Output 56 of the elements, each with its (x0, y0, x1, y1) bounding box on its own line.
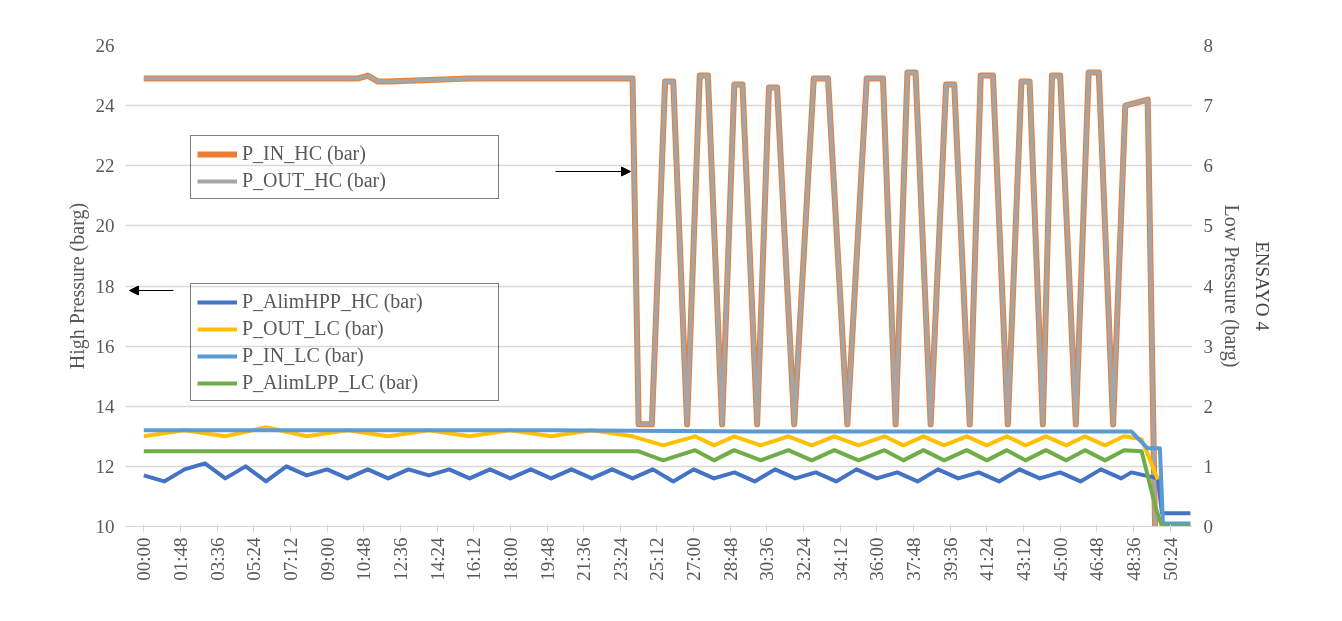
x-tick-label: 39:36 (939, 537, 961, 581)
x-tick-label: 19:48 (536, 537, 558, 581)
legend-label: P_OUT_LC (bar) (242, 317, 385, 340)
y2-tick-label: 8 (1203, 35, 1213, 56)
y-tick-label: 20 (95, 215, 115, 237)
y2-tick-label: 5 (1203, 215, 1213, 237)
x-tick-label: 50:24 (1159, 537, 1181, 581)
x-tick-label: 16:12 (463, 537, 485, 581)
x-tick-label: 27:00 (683, 537, 705, 581)
x-tick-label: 37:48 (903, 537, 925, 581)
text: ENSAYO 4 (1251, 241, 1273, 332)
x-tick-label: 05:24 (243, 537, 265, 581)
y2-tick-label: 6 (1203, 155, 1213, 177)
y-tick-label: 24 (95, 95, 115, 117)
y-tick-label: 26 (95, 35, 115, 56)
x-tick-label: 43:12 (1012, 537, 1034, 581)
x-tick-label: 14:24 (426, 537, 448, 581)
y2-axis-title: Low Pressure (barg) (1220, 204, 1243, 368)
legend-label: P_IN_LC (bar) (242, 344, 365, 367)
x-tick-label: 18:00 (499, 537, 521, 581)
x-tick-label: 23:24 (609, 537, 631, 581)
x-tick-label: 03:36 (206, 537, 228, 581)
y-axis-title: High Pressure (barg) (65, 202, 89, 370)
y2-tick-label: 1 (1203, 455, 1213, 477)
x-tick-label: 45:00 (1049, 537, 1071, 581)
y2-tick-label: 7 (1203, 95, 1213, 117)
legend-label: P_AlimLPP_LC (bar) (242, 371, 420, 394)
y2-tick-label: 0 (1203, 516, 1213, 537)
legend-label: P_IN_HC (bar) (242, 142, 367, 165)
x-tick-label: 12:36 (389, 537, 411, 581)
y-tick-label: 16 (95, 335, 115, 357)
x-tick-label: 21:36 (573, 537, 595, 581)
x-tick-label: 07:12 (279, 537, 301, 581)
x-tick-label: 01:48 (169, 537, 191, 581)
y-tick-label: 12 (95, 455, 115, 477)
y-tick-label: 22 (95, 155, 115, 177)
legend-label: P_OUT_HC (bar) (242, 169, 387, 192)
y2-tick-label: 3 (1203, 335, 1213, 357)
x-tick-label: 36:00 (866, 537, 888, 581)
legend-label: P_AlimHPP_HC (bar) (242, 290, 424, 313)
x-tick-label: 28:48 (719, 537, 741, 581)
y-tick-label: 10 (95, 516, 115, 537)
x-tick-label: 10:48 (353, 537, 375, 581)
x-tick-label: 48:36 (1122, 537, 1144, 581)
x-tick-label: 25:12 (646, 537, 668, 581)
x-tick-label: 09:00 (316, 537, 338, 581)
x-tick-label: 00:00 (133, 537, 155, 581)
y-tick-label: 18 (95, 275, 115, 297)
x-tick-label: 30:36 (756, 537, 778, 581)
x-tick-label: 32:24 (793, 537, 815, 581)
y2-tick-label: 4 (1203, 275, 1214, 297)
x-tick-label: 34:12 (829, 537, 851, 581)
y-tick-label: 14 (95, 395, 115, 417)
x-tick-label: 41:24 (976, 537, 998, 581)
y2-tick-label: 2 (1203, 395, 1213, 417)
x-tick-label: 46:48 (1086, 537, 1108, 581)
